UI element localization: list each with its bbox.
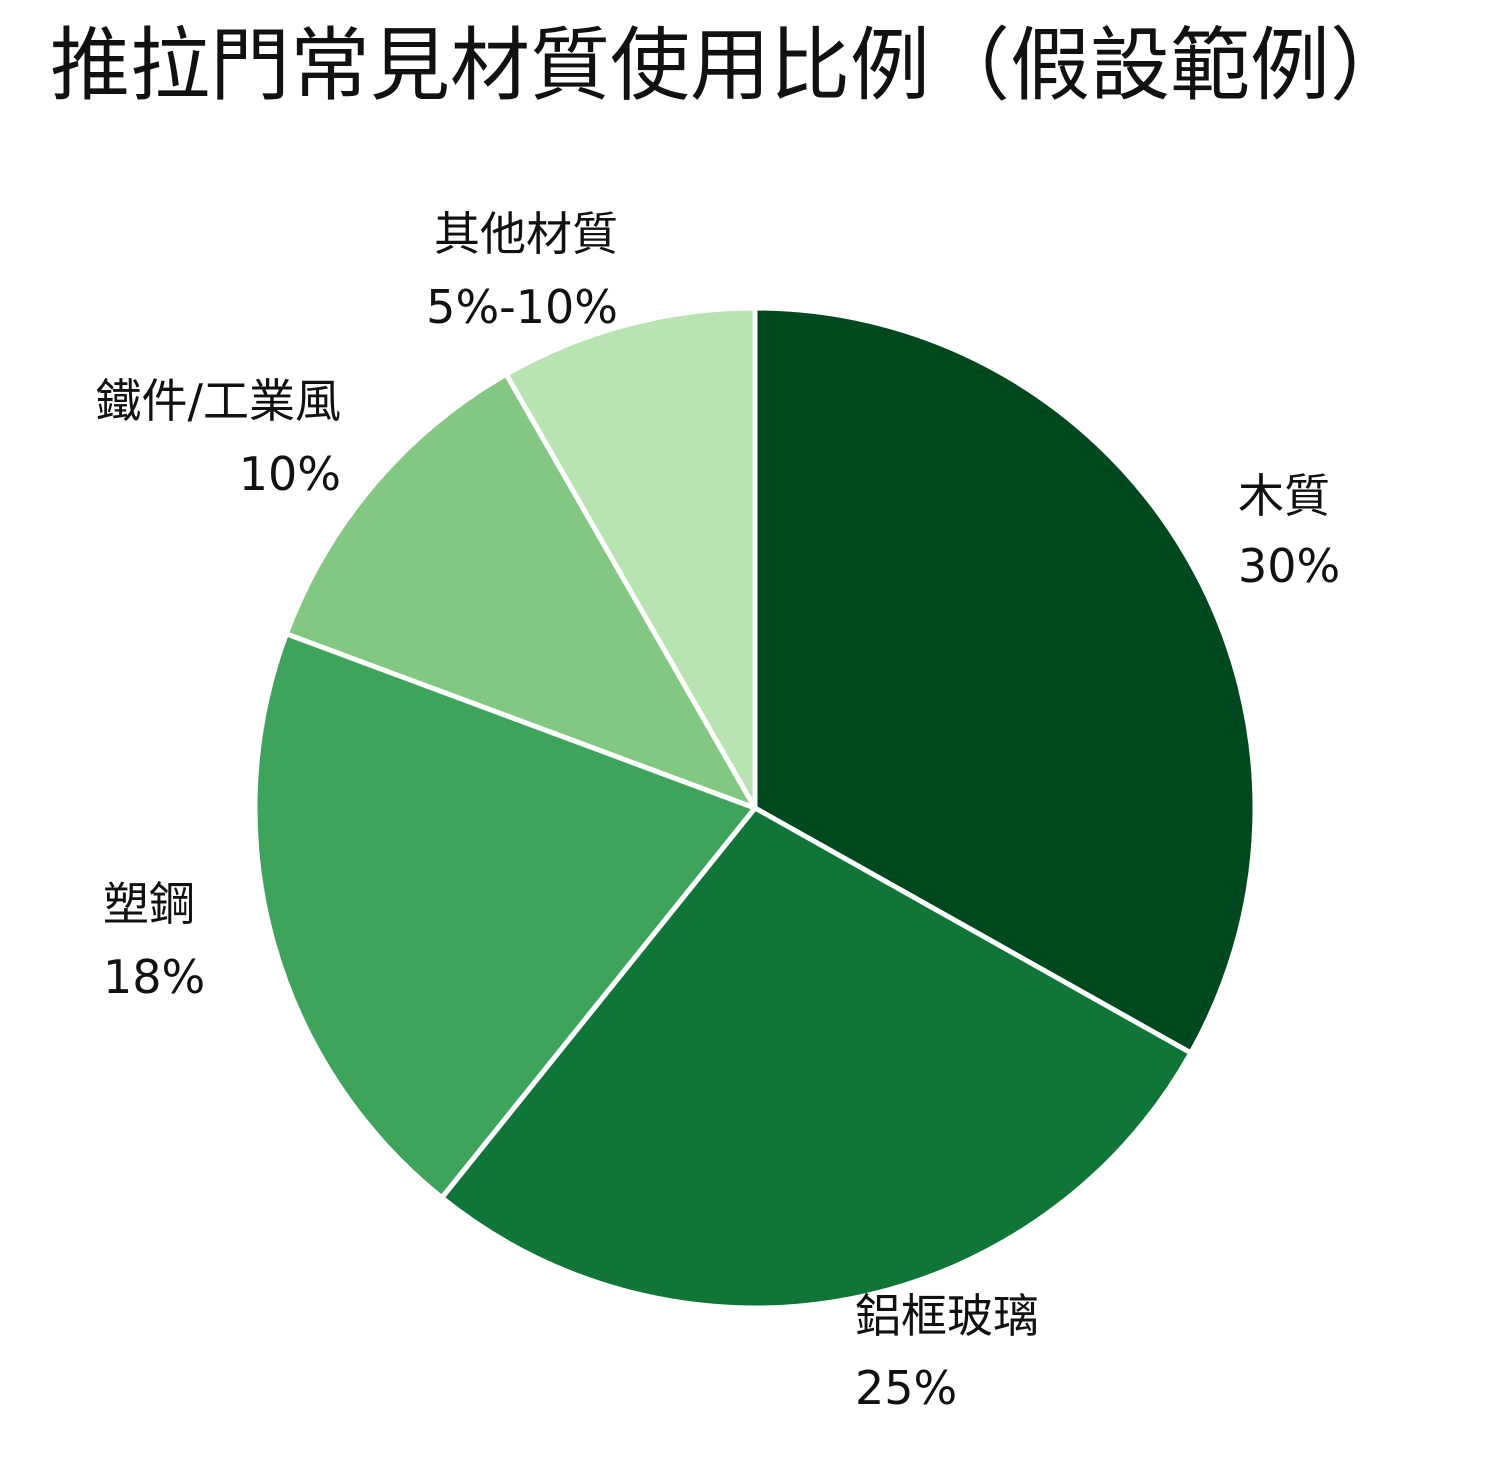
chart-title: 推拉門常見材質使用比例（假設範例） [50,19,1410,112]
slice-value-label: 18% [103,950,205,1004]
slice-value-label: 5%-10% [426,280,618,334]
pie-slice-5 [503,305,758,811]
slice-value-label: 30% [1238,539,1340,593]
slice-value-label: 10% [239,447,341,501]
slice-name-label: 木質 [1238,469,1330,523]
slice-name-label: 鐵件/工業風 [96,374,342,428]
pie-slice-3 [252,631,758,1201]
pie-slice-4 [283,371,758,811]
slice-name-label: 其他材質 [434,207,618,261]
pie-slice-2 [439,805,1194,1311]
slice-name-label: 塑鋼 [103,877,195,931]
slice-value-label: 25% [855,1361,957,1415]
slice-name-label: 鋁框玻璃 [855,1289,1039,1343]
pie-slice-1 [752,305,1258,1056]
